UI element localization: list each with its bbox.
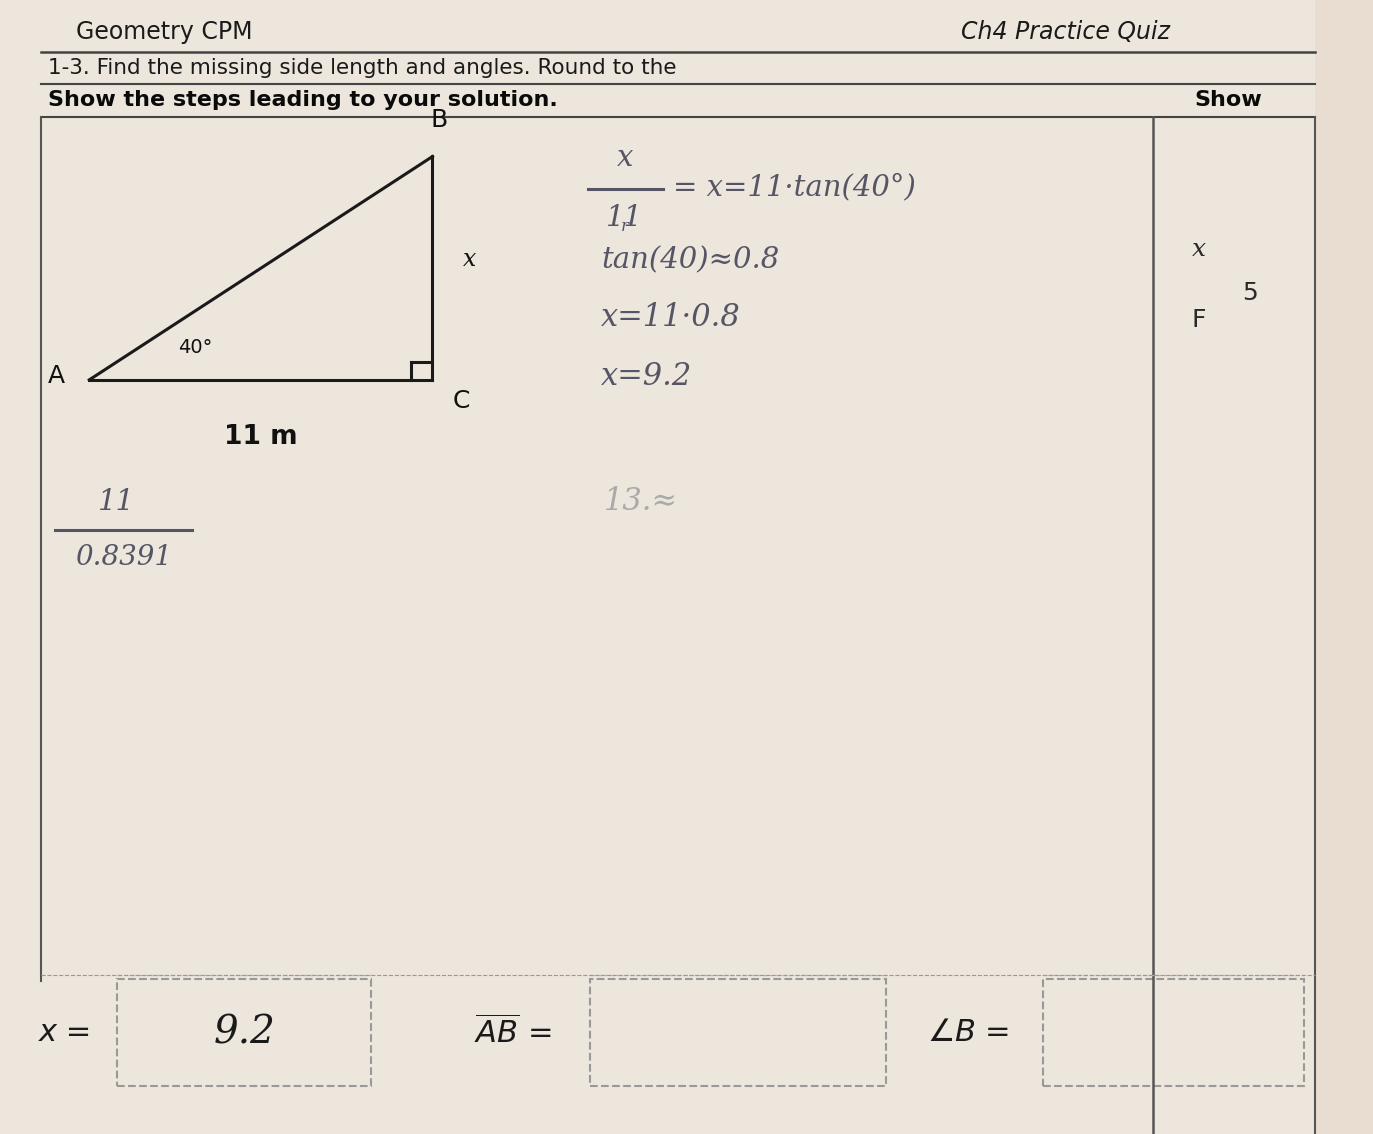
Text: x: x (616, 144, 633, 172)
Text: 11: 11 (607, 204, 643, 232)
Text: B: B (431, 108, 448, 132)
Text: C: C (453, 389, 471, 413)
Text: 1-3. Find the missing side length and angles. Round to the: 1-3. Find the missing side length and an… (48, 58, 677, 78)
Text: = x=11·tan(40°): = x=11·tan(40°) (673, 174, 916, 201)
Text: F: F (1192, 307, 1207, 332)
Text: $\overline{AB}$ =: $\overline{AB}$ = (474, 1015, 551, 1050)
Text: x=11·0.8: x=11·0.8 (601, 302, 741, 333)
Text: Show the steps leading to your solution.: Show the steps leading to your solution. (48, 90, 557, 110)
Text: Ch4 Practice Quiz: Ch4 Practice Quiz (961, 19, 1170, 44)
Text: 0.8391: 0.8391 (76, 544, 172, 572)
Text: 9.2: 9.2 (213, 1014, 276, 1051)
Text: x: x (463, 247, 476, 271)
Text: 13.≈: 13.≈ (604, 485, 678, 517)
Text: A: A (48, 364, 65, 389)
Text: tan(40)≈0.8: tan(40)≈0.8 (601, 247, 780, 274)
FancyBboxPatch shape (590, 979, 886, 1086)
Text: Geometry CPM: Geometry CPM (76, 19, 253, 44)
Text: x =: x = (38, 1018, 92, 1047)
Text: 40°: 40° (178, 338, 213, 357)
FancyBboxPatch shape (1043, 979, 1304, 1086)
Text: 11 m: 11 m (224, 424, 298, 449)
Text: 11: 11 (99, 488, 135, 516)
Text: x: x (1192, 238, 1205, 261)
Text: x=9.2: x=9.2 (601, 361, 692, 392)
Text: r: r (621, 218, 629, 235)
FancyBboxPatch shape (117, 979, 371, 1086)
Text: $\angle B$ =: $\angle B$ = (927, 1018, 1009, 1047)
Text: Show: Show (1195, 90, 1262, 110)
Text: 5: 5 (1243, 280, 1258, 305)
